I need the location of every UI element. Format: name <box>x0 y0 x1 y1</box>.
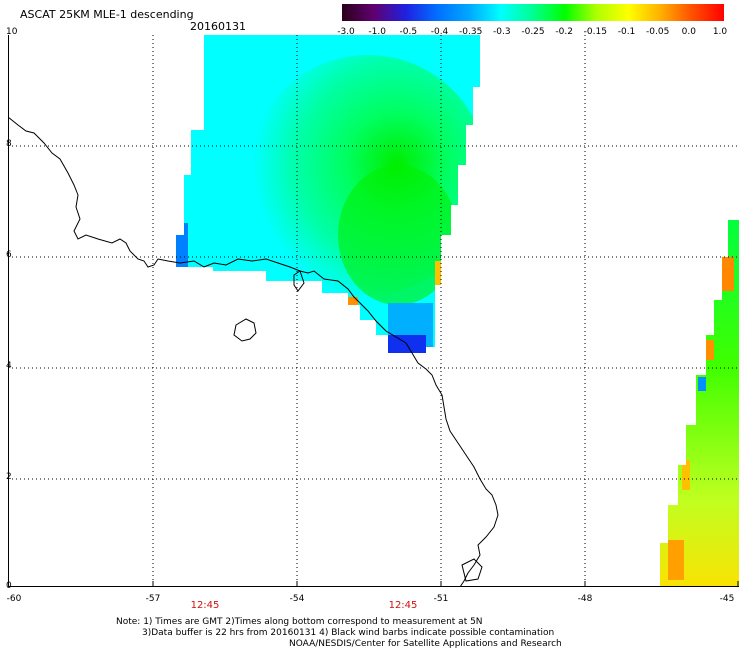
lat-label-6: 6 <box>6 250 12 260</box>
color-scale-tick-label: 1.0 <box>712 27 728 37</box>
footnote-line-2: 3)Data buffer is 22 hrs from 20160131 4)… <box>142 628 555 638</box>
color-scale-tick-label: -0.5 <box>399 27 418 37</box>
color-scale-tick-label: -0.3 <box>493 27 511 37</box>
color-scale-tick-label: -0.35 <box>459 27 483 37</box>
pass-time-label: 12:45 <box>190 600 220 611</box>
product-date: 20160131 <box>190 20 246 33</box>
color-scale-tick-label: -0.1 <box>617 27 636 37</box>
color-scale-tick-label: -0.2 <box>555 27 573 37</box>
lon-label-54w: -54 <box>289 594 305 604</box>
lon-label-51w: -51 <box>433 594 449 604</box>
color-scale-tick-label: -0.15 <box>583 27 607 37</box>
color-scale-tick-label: -0.05 <box>646 27 670 37</box>
color-scale-tick-label: 0.0 <box>681 27 696 37</box>
lat-label-0: 0 <box>6 581 12 591</box>
lon-label-45w: -45 <box>719 594 735 604</box>
footnote-credit: NOAA/NESDIS/Center for Satellite Applica… <box>289 639 562 649</box>
footnote-line-1: Note: 1) Times are GMT 2)Times along bot… <box>116 617 483 627</box>
lat-label-4: 4 <box>6 361 12 371</box>
lon-label-60w: -60 <box>6 594 22 604</box>
color-scale-bar <box>342 4 724 21</box>
lon-label-57w: -57 <box>145 594 161 604</box>
lat-label-8: 8 <box>6 139 12 149</box>
lon-label-48w: -48 <box>577 594 593 604</box>
pass-time-label: 12:45 <box>388 600 418 611</box>
color-scale-tick-label: -3.0 <box>337 27 355 37</box>
color-scale-tick-label: -0.4 <box>430 27 449 37</box>
product-title: ASCAT 25KM MLE-1 descending <box>20 8 194 21</box>
lat-label-2: 2 <box>6 472 12 482</box>
swath-map <box>8 35 739 587</box>
lat-label-10: 10 <box>6 27 18 37</box>
color-scale-tick-label: -1.0 <box>368 27 386 37</box>
color-scale-tick-label: -0.25 <box>521 27 545 37</box>
